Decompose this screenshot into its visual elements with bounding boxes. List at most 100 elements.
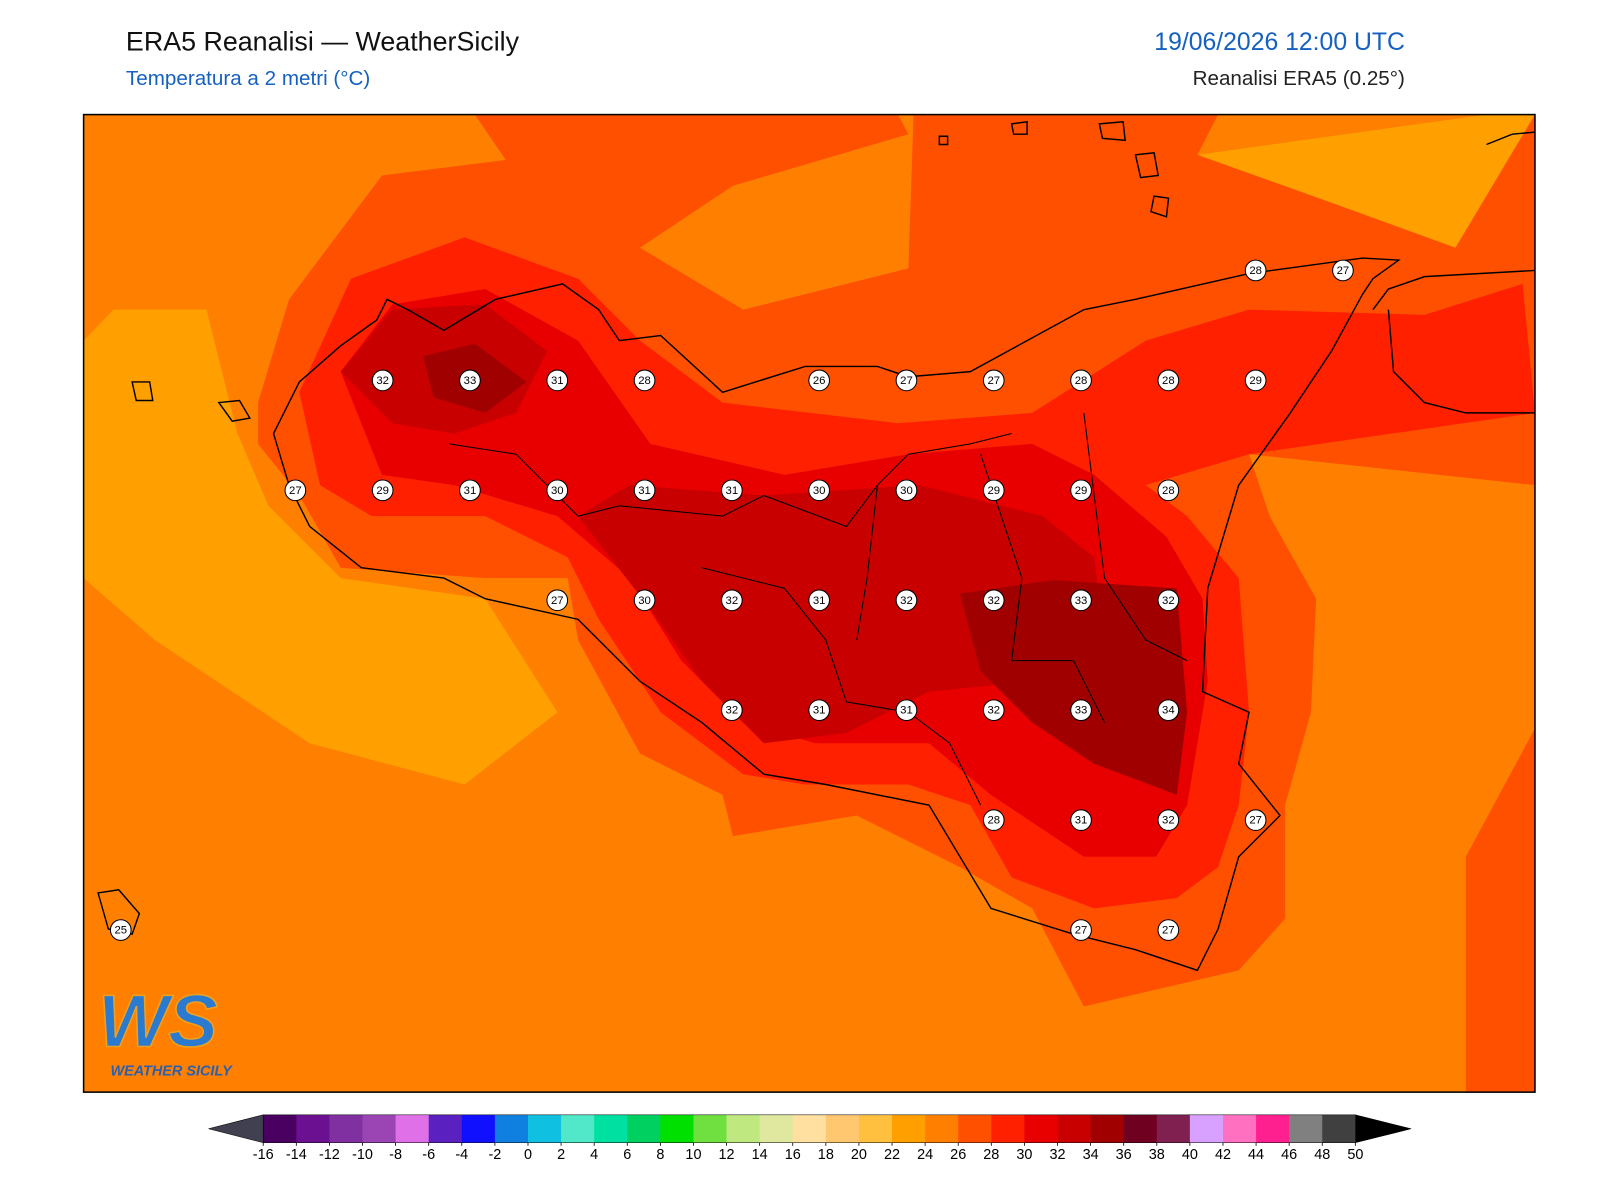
colorbar-swatch bbox=[263, 1114, 297, 1143]
field-22-24 bbox=[83, 309, 558, 785]
station-marker bbox=[895, 699, 918, 722]
field-22-24 bbox=[1197, 114, 1535, 248]
field-34-36 bbox=[960, 580, 1188, 795]
station-value: 32 bbox=[987, 705, 1000, 717]
colorbar-tick-label: 44 bbox=[1248, 1147, 1264, 1163]
colorbar-tick-label: 32 bbox=[1049, 1147, 1065, 1163]
station-value: 33 bbox=[1075, 705, 1088, 717]
colorbar-over bbox=[1355, 1114, 1412, 1144]
station-value: 31 bbox=[900, 705, 913, 717]
colorbar-tick-label: 36 bbox=[1116, 1147, 1132, 1163]
colorbar-tick-label: 46 bbox=[1281, 1147, 1297, 1163]
station-marker bbox=[1332, 259, 1354, 282]
station-value: 29 bbox=[376, 485, 389, 497]
colorbar-tick-label: 42 bbox=[1215, 1147, 1231, 1163]
station-marker bbox=[982, 699, 1005, 722]
station-value: 32 bbox=[900, 595, 913, 607]
station-marker bbox=[808, 369, 830, 392]
station-value: 32 bbox=[987, 595, 1000, 607]
station-marker bbox=[982, 369, 1005, 392]
station-marker bbox=[1244, 809, 1267, 831]
station-value: 26 bbox=[813, 375, 826, 387]
station-marker bbox=[284, 479, 307, 502]
colorbar-tick-label: 4 bbox=[590, 1147, 598, 1163]
colorbar-swatch bbox=[1024, 1114, 1059, 1143]
station-marker bbox=[633, 369, 656, 392]
colorbar-swatch bbox=[726, 1114, 761, 1143]
colorbar-swatch bbox=[561, 1114, 595, 1143]
colorbar-tick-label: 26 bbox=[950, 1147, 966, 1163]
station-value: 29 bbox=[987, 485, 1000, 497]
colorbar-swatch bbox=[395, 1114, 430, 1143]
station-marker bbox=[1244, 259, 1267, 282]
station-value: 27 bbox=[1075, 925, 1088, 937]
datetime: 19/06/2026 12:00 UTC bbox=[1154, 29, 1405, 56]
station-marker bbox=[633, 589, 656, 612]
title: ERA5 Reanalisi — WeatherSicily bbox=[126, 26, 520, 56]
colorbar-swatch bbox=[362, 1114, 397, 1143]
station-value: 27 bbox=[1337, 265, 1350, 277]
station-value: 33 bbox=[464, 375, 477, 387]
source: Reanalisi ERA5 (0.25°) bbox=[1193, 67, 1405, 90]
colorbar-swatch bbox=[892, 1114, 926, 1143]
colorbar-tick-label: 22 bbox=[884, 1147, 900, 1163]
station-value: 30 bbox=[551, 485, 564, 497]
colorbar-tick-label: 28 bbox=[983, 1147, 999, 1163]
station-marker bbox=[633, 479, 656, 502]
colorbar: -16 -14 -12 -10 -8 -6 -4 -2 0 2 4 6 8 10 12 14 16 18 20 22 2… bbox=[208, 1114, 1412, 1163]
colorbar-tick-label: -6 bbox=[422, 1147, 435, 1163]
station-value: 28 bbox=[1162, 485, 1175, 497]
station-marker bbox=[1070, 479, 1092, 502]
station-marker bbox=[808, 699, 830, 722]
colorbar-swatch bbox=[329, 1114, 364, 1143]
station-value: 32 bbox=[1162, 815, 1175, 827]
colorbar-tick-label: 2 bbox=[557, 1147, 565, 1163]
colorbar-swatch bbox=[660, 1114, 694, 1143]
colorbar-tick-label: 14 bbox=[752, 1147, 768, 1163]
logo-mark: WS bbox=[98, 980, 218, 1063]
station-value: 31 bbox=[1075, 815, 1088, 827]
colorbar-tick-label: -16 bbox=[253, 1147, 274, 1163]
station-value: 27 bbox=[1162, 925, 1175, 937]
colorbar-tick-label: 38 bbox=[1149, 1147, 1165, 1163]
station-value: 27 bbox=[289, 485, 302, 497]
colorbar-tick-label: 10 bbox=[685, 1147, 701, 1163]
station-marker bbox=[1157, 369, 1180, 392]
colorbar-swatch bbox=[527, 1114, 562, 1143]
colorbar-tick-label: 34 bbox=[1083, 1147, 1099, 1163]
station-marker bbox=[546, 589, 569, 612]
station-value: 32 bbox=[726, 705, 739, 717]
station-marker bbox=[1157, 919, 1180, 941]
station-marker bbox=[1244, 369, 1267, 392]
station-value: 32 bbox=[1162, 595, 1175, 607]
station-marker bbox=[459, 369, 481, 392]
colorbar-swatch bbox=[594, 1114, 628, 1143]
colorbar-tick-label: 12 bbox=[719, 1147, 735, 1163]
station-value: 30 bbox=[813, 485, 826, 497]
colorbar-swatch bbox=[1123, 1114, 1158, 1143]
colorbar-tick-label: 30 bbox=[1016, 1147, 1032, 1163]
colorbar-swatch bbox=[792, 1114, 827, 1143]
colorbar-swatch bbox=[494, 1114, 529, 1143]
colorbar-swatch bbox=[858, 1114, 893, 1143]
colorbar-tick-label: -8 bbox=[389, 1147, 402, 1163]
station-value: 32 bbox=[376, 375, 389, 387]
colorbar-swatch bbox=[825, 1114, 860, 1143]
station-value: 31 bbox=[464, 485, 477, 497]
colorbar-swatch bbox=[627, 1114, 661, 1143]
map-frame bbox=[82, 113, 1536, 1093]
station-marker bbox=[721, 589, 743, 612]
colorbar-swatch bbox=[1256, 1114, 1290, 1143]
logo-name: WEATHER SICILY bbox=[110, 1063, 233, 1079]
station-value: 31 bbox=[638, 485, 651, 497]
station-value: 27 bbox=[900, 375, 913, 387]
station-marker bbox=[1157, 479, 1180, 502]
station-marker bbox=[1070, 809, 1092, 831]
colorbar-tick-label: 8 bbox=[656, 1147, 664, 1163]
temperature-field: 28 27 32 33 31 28 26 27 27 28 28 29 27 29 31 30 31 31 30 30… bbox=[83, 114, 1535, 1093]
station-marker bbox=[721, 699, 743, 722]
station-value: 31 bbox=[813, 595, 826, 607]
station-marker bbox=[371, 369, 394, 392]
colorbar-tick-label: 48 bbox=[1314, 1147, 1330, 1163]
